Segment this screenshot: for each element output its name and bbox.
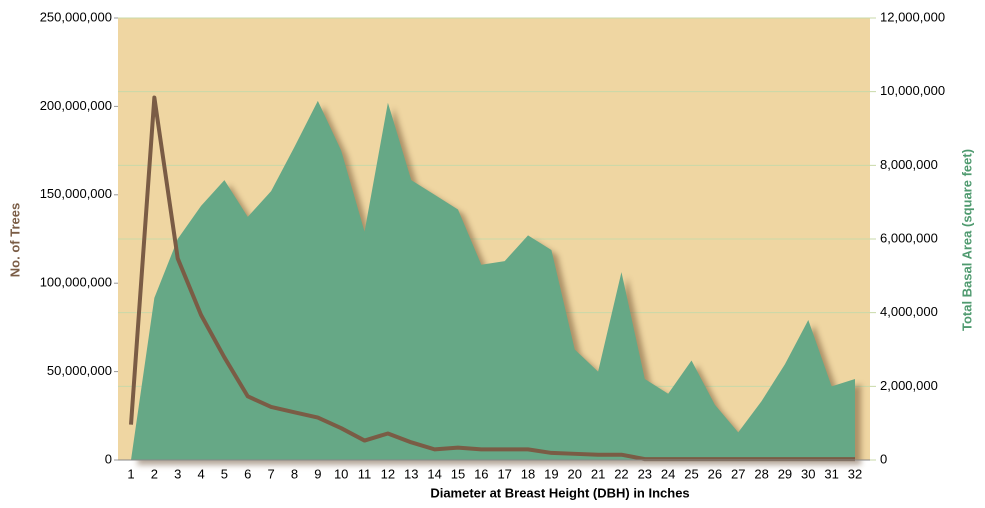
- x-tick-label: 22: [614, 466, 628, 481]
- x-tick-label: 8: [291, 466, 298, 481]
- y-tick-label: 50,000,000: [47, 363, 112, 378]
- x-tick-label: 14: [427, 466, 441, 481]
- x-tick-label: 19: [544, 466, 558, 481]
- y2-axis-title: Total Basal Area (square feet): [959, 149, 974, 331]
- x-tick-label: 15: [451, 466, 465, 481]
- y2-tick-label: 4,000,000: [880, 304, 938, 319]
- x-tick-label: 5: [221, 466, 228, 481]
- x-tick-label: 20: [568, 466, 582, 481]
- x-tick-label: 1: [127, 466, 134, 481]
- x-tick-label: 32: [848, 466, 862, 481]
- x-tick-label: 7: [268, 466, 275, 481]
- y2-tick-label: 6,000,000: [880, 230, 938, 245]
- x-tick-label: 13: [404, 466, 418, 481]
- x-tick-label: 31: [824, 466, 838, 481]
- x-tick-label: 9: [314, 466, 321, 481]
- y2-tick-label: 0: [880, 451, 887, 466]
- x-tick-label: 10: [334, 466, 348, 481]
- x-tick-label: 16: [474, 466, 488, 481]
- chart: Diameter at Breast Height (DBH) in Inche…: [0, 0, 985, 508]
- x-tick-label: 21: [591, 466, 605, 481]
- x-tick-label: 12: [381, 466, 395, 481]
- x-tick-label: 26: [708, 466, 722, 481]
- x-tick-label: 28: [754, 466, 768, 481]
- x-tick-label: 2: [151, 466, 158, 481]
- y-tick-label: 200,000,000: [40, 98, 112, 113]
- y-tick-label: 250,000,000: [40, 9, 112, 24]
- x-tick-label: 23: [638, 466, 652, 481]
- y-tick-label: 150,000,000: [40, 186, 112, 201]
- x-tick-label: 27: [731, 466, 745, 481]
- y2-tick-label: 2,000,000: [880, 378, 938, 393]
- x-tick-label: 4: [197, 466, 204, 481]
- x-tick-label: 30: [801, 466, 815, 481]
- y-axis-title: No. of Trees: [7, 203, 22, 277]
- x-tick-label: 3: [174, 466, 181, 481]
- y2-tick-label: 8,000,000: [880, 157, 938, 172]
- x-tick-label: 29: [778, 466, 792, 481]
- y2-tick-label: 10,000,000: [880, 83, 945, 98]
- y-tick-label: 100,000,000: [40, 275, 112, 290]
- x-tick-label: 18: [521, 466, 535, 481]
- x-tick-label: 6: [244, 466, 251, 481]
- x-axis-title: Diameter at Breast Height (DBH) in Inche…: [430, 485, 689, 500]
- y-tick-label: 0: [105, 451, 112, 466]
- x-tick-label: 17: [497, 466, 511, 481]
- x-tick-label: 25: [684, 466, 698, 481]
- y2-tick-label: 12,000,000: [880, 9, 945, 24]
- x-tick-label: 11: [358, 466, 372, 481]
- x-tick-label: 24: [661, 466, 675, 481]
